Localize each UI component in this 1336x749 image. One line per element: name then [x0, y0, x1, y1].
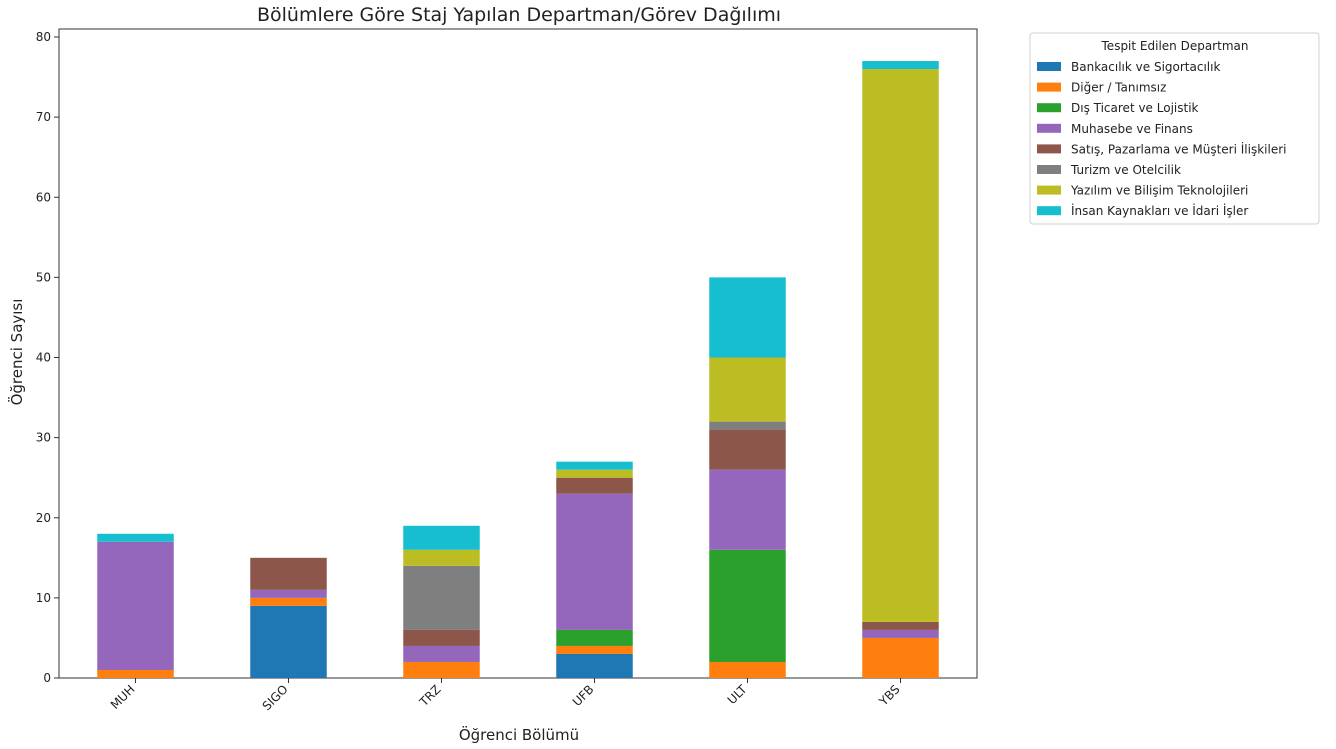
- bar-ufb-series-1: [556, 645, 633, 654]
- bar-ult-series-4: [709, 429, 786, 470]
- x-tick-label-sigo: SIGO: [260, 682, 291, 713]
- bar-sigo-series-0: [250, 605, 327, 678]
- legend-label-7: İnsan Kaynakları ve İdari İşler: [1071, 203, 1248, 218]
- bar-trz-series-4: [403, 629, 480, 646]
- bar-ufb-series-3: [556, 493, 633, 630]
- plot-frame: [58, 28, 978, 679]
- bar-trz-series-5: [403, 565, 480, 630]
- legend-label-6: Yazılım ve Bilişim Teknolojileri: [1070, 184, 1248, 198]
- bar-sigo-series-4: [250, 557, 327, 590]
- y-tick-label: 80: [36, 30, 51, 44]
- legend-label-5: Turizm ve Otelcilik: [1070, 163, 1181, 177]
- bar-sigo-series-1: [250, 597, 327, 606]
- bar-ult-series-2: [709, 549, 786, 662]
- y-tick-label: 60: [36, 190, 51, 204]
- y-tick-label: 10: [36, 591, 51, 605]
- bar-trz-series-1: [403, 661, 480, 678]
- bar-ult-series-7: [709, 277, 786, 358]
- bar-ybs-series-3: [862, 629, 939, 638]
- bar-trz-series-6: [403, 549, 480, 566]
- bar-ult-series-3: [709, 469, 786, 550]
- legend-label-1: Diğer / Tanımsız: [1071, 81, 1166, 95]
- legend-swatch-1: [1037, 82, 1061, 92]
- bar-muh-series-7: [97, 533, 174, 542]
- x-tick-label-ult: ULT: [725, 682, 750, 707]
- bar-ult-series-6: [709, 357, 786, 422]
- bar-ybs-series-7: [862, 61, 939, 70]
- bar-trz-series-3: [403, 645, 480, 662]
- bar-ufb-series-4: [556, 477, 633, 494]
- y-tick-label: 20: [36, 511, 51, 525]
- legend-title: Tespit Edilen Departman: [1101, 39, 1249, 53]
- chart-title: Bölümlere Göre Staj Yapılan Departman/Gö…: [257, 4, 781, 26]
- bar-ult-series-1: [709, 661, 786, 678]
- bar-trz-series-7: [403, 525, 480, 550]
- bar-sigo-series-3: [250, 589, 327, 598]
- y-tick-label: 0: [43, 671, 51, 685]
- bar-ybs-series-1: [862, 637, 939, 678]
- legend-swatch-4: [1037, 144, 1061, 154]
- legend-label-3: Muhasebe ve Finans: [1071, 122, 1193, 136]
- bar-ufb-series-6: [556, 469, 633, 478]
- legend-label-0: Bankacılık ve Sigortacılık: [1071, 60, 1220, 74]
- legend-swatch-2: [1037, 103, 1061, 113]
- bar-muh-series-1: [97, 669, 174, 678]
- y-tick-label: 50: [36, 270, 51, 284]
- x-tick-label-ybs: YBS: [876, 682, 903, 709]
- x-tick-label-trz: TRZ: [416, 682, 443, 709]
- x-axis-label: Öğrenci Bölümü: [459, 725, 579, 744]
- y-tick-label: 40: [36, 351, 51, 365]
- bar-ufb-series-2: [556, 629, 633, 646]
- bar-ufb-series-7: [556, 461, 633, 470]
- plot-area: [58, 28, 978, 679]
- legend-swatch-5: [1037, 165, 1061, 174]
- legend-swatch-7: [1037, 206, 1061, 216]
- x-tick-label-muh: MUH: [108, 682, 138, 712]
- legend-box: [1029, 32, 1320, 225]
- y-tick-label: 70: [36, 110, 51, 124]
- bar-ufb-series-0: [556, 653, 633, 678]
- bar-ult-series-5: [709, 421, 786, 430]
- bar-muh-series-3: [97, 541, 174, 670]
- x-tick-label-ufb: UFB: [570, 682, 597, 709]
- legend: Tespit Edilen Departman Bankacılık ve Si…: [1029, 32, 1320, 225]
- legend-swatch-0: [1037, 62, 1061, 71]
- y-tick-label: 30: [36, 431, 51, 445]
- y-ticks: 0 10 20 30 40 50 60 70 80: [36, 30, 59, 685]
- legend-label-4: Satış, Pazarlama ve Müşteri İlişkileri: [1071, 141, 1286, 156]
- bar-ybs-series-6: [862, 69, 939, 622]
- y-axis-label: Öğrenci Sayısı: [7, 299, 26, 406]
- legend-label-2: Dış Ticaret ve Lojistik: [1071, 101, 1199, 115]
- bars-group: [97, 61, 939, 678]
- legend-swatch-6: [1037, 185, 1061, 195]
- x-ticks: MUH SIGO TRZ UFB ULT YBS: [108, 678, 903, 713]
- bar-ybs-series-4: [862, 621, 939, 630]
- legend-swatch-3: [1037, 123, 1061, 133]
